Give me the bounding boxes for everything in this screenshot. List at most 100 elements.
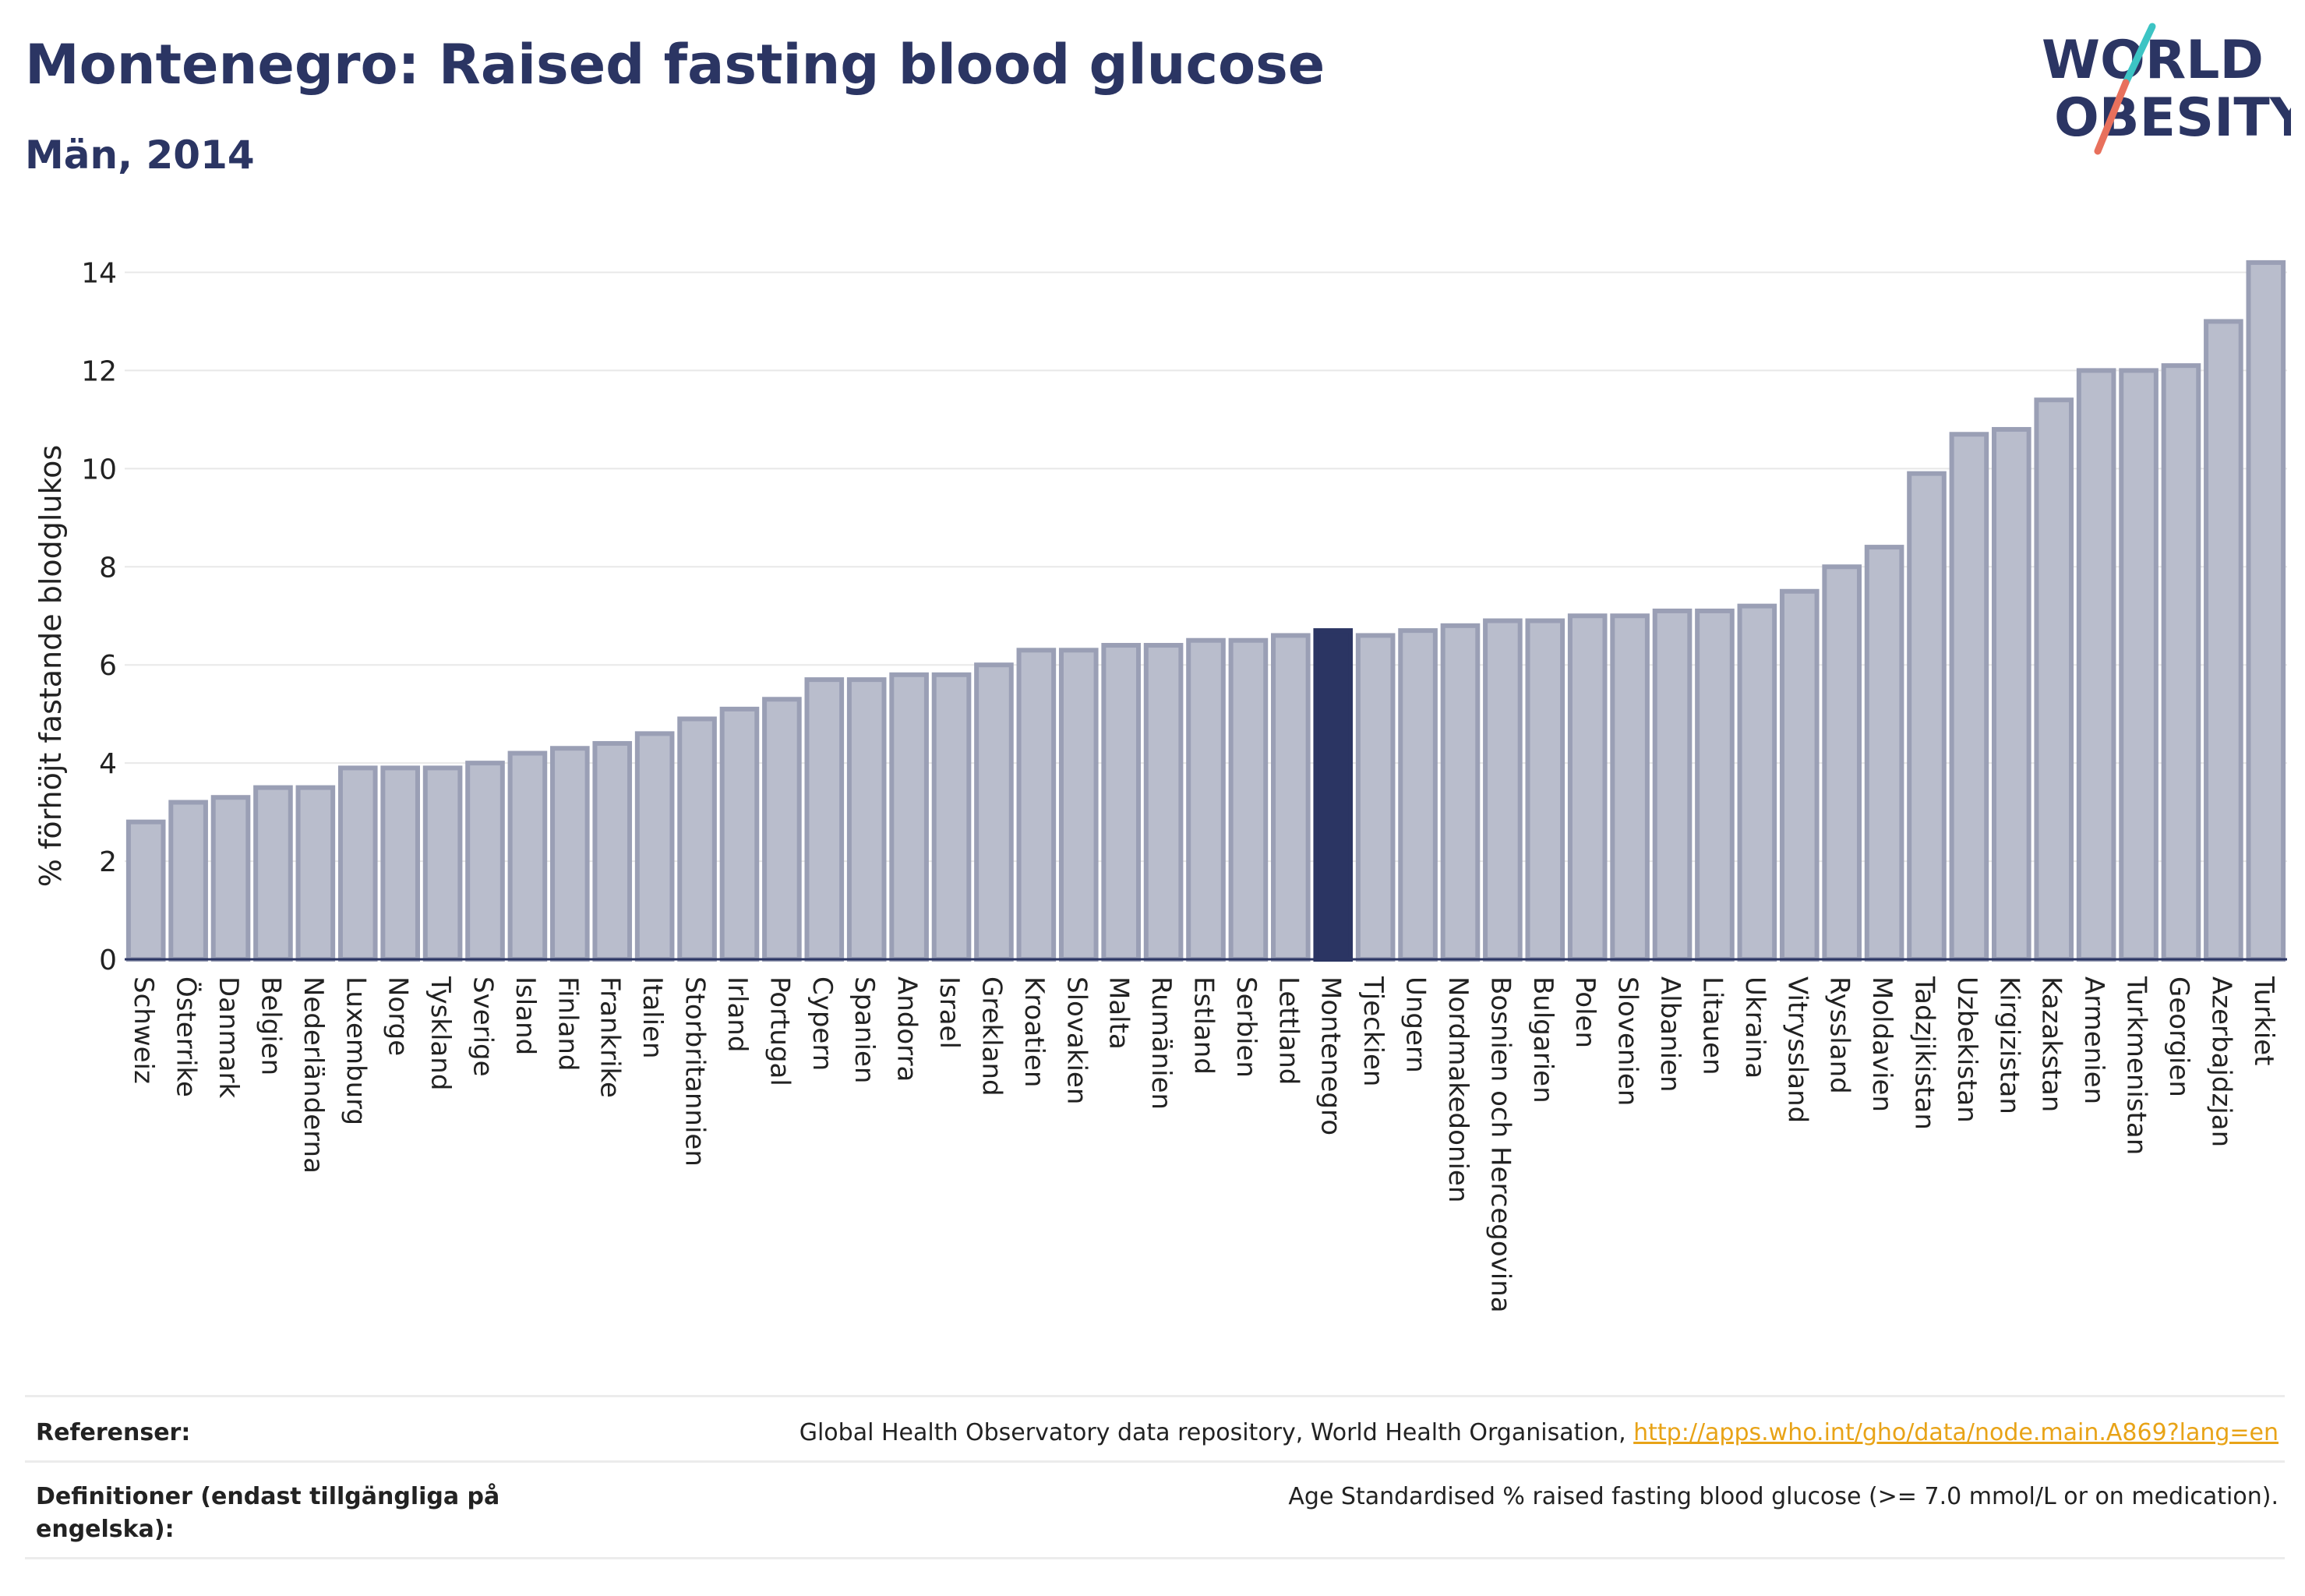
- x-tick-label: Ukraina: [1739, 976, 1770, 1079]
- bar-tyskland[interactable]: [422, 765, 463, 962]
- y-tick-label: 10: [81, 454, 117, 486]
- x-tick-label: Andorra: [891, 976, 923, 1082]
- bar-irland[interactable]: [719, 706, 760, 962]
- bar-serbien[interactable]: [1228, 637, 1269, 962]
- bar-azerbajdzjan[interactable]: [2204, 319, 2243, 962]
- x-tick-label: Sverige: [468, 976, 499, 1077]
- x-tick-label: Frankrike: [595, 976, 626, 1098]
- bar-tadzjikistan[interactable]: [1907, 471, 1947, 962]
- bar-island[interactable]: [507, 750, 548, 962]
- bar-moldavien[interactable]: [1864, 545, 1904, 962]
- bar-ryssland[interactable]: [1822, 564, 1862, 962]
- x-tick-label: Turkiet: [2248, 976, 2279, 1066]
- x-tick-label: Finland: [552, 976, 583, 1072]
- bar-danmark[interactable]: [210, 795, 251, 962]
- y-tick-label: 0: [99, 945, 117, 976]
- references-link[interactable]: http://apps.who.int/gho/data/node.main.A…: [1633, 1419, 2279, 1446]
- bar-spanien[interactable]: [846, 677, 887, 962]
- definitions-label: Definitioner (endast tillgängliga på eng…: [36, 1483, 500, 1543]
- bar-estland[interactable]: [1186, 637, 1226, 962]
- bar-österrike[interactable]: [168, 800, 208, 962]
- bar-grekland[interactable]: [974, 662, 1014, 962]
- x-tick-label: Norge: [383, 976, 414, 1056]
- x-tick-label: Israel: [934, 976, 965, 1049]
- x-tick-label: Italien: [637, 976, 668, 1059]
- x-tick-label: Grekland: [976, 976, 1007, 1096]
- x-tick-label: Lettland: [1273, 976, 1304, 1085]
- bar-polen[interactable]: [1567, 613, 1608, 962]
- bar-kroatien[interactable]: [1016, 648, 1057, 962]
- bar-frankrike[interactable]: [592, 740, 633, 962]
- x-tick-label: Tyskland: [425, 976, 456, 1090]
- y-tick-label: 2: [99, 846, 117, 878]
- bar-tjeckien[interactable]: [1355, 633, 1396, 962]
- definitions-text: Age Standardised % raised fasting blood …: [1288, 1483, 2279, 1510]
- bar-vitryssland[interactable]: [1779, 588, 1820, 962]
- divider-bottom: [25, 1557, 2285, 1559]
- x-tick-label: Moldavien: [1866, 976, 1897, 1112]
- x-tick-label: Azerbajdzjan: [2205, 976, 2236, 1147]
- references-source: Global Health Observatory data repositor…: [799, 1419, 1634, 1446]
- x-tick-label: Belgien: [255, 976, 286, 1075]
- bar-rumänien[interactable]: [1143, 643, 1184, 962]
- bar-litauen[interactable]: [1695, 608, 1735, 962]
- x-tick-label: Kroatien: [1018, 976, 1050, 1087]
- x-tick-label: Uzbekistan: [1951, 976, 1982, 1123]
- bar-italien[interactable]: [634, 731, 675, 962]
- bar-turkmenistan[interactable]: [2119, 368, 2159, 962]
- x-tick-label: Bosnien och Hercegovina: [1484, 976, 1516, 1313]
- bar-malta[interactable]: [1101, 643, 1141, 962]
- x-tick-label: Danmark: [213, 976, 244, 1098]
- page-subtitle: Män, 2014: [25, 132, 255, 178]
- bar-portugal[interactable]: [762, 697, 802, 962]
- bar-luxemburg[interactable]: [337, 765, 378, 962]
- x-tick-label: Luxemburg: [340, 976, 371, 1125]
- bar-storbritannien[interactable]: [677, 716, 717, 962]
- x-tick-label: Rumänien: [1145, 976, 1177, 1110]
- bar-schweiz[interactable]: [125, 819, 166, 962]
- bars: [125, 260, 2286, 962]
- bar-finland[interactable]: [550, 746, 590, 962]
- bar-turkiet[interactable]: [2246, 260, 2286, 962]
- x-tick-label: Österrike: [171, 976, 203, 1097]
- x-tick-label: Kazakstan: [2036, 976, 2067, 1112]
- bar-kirgizistan[interactable]: [1992, 426, 2031, 962]
- x-tick-label: Georgien: [2163, 976, 2194, 1097]
- bar-ungern[interactable]: [1398, 628, 1438, 962]
- x-tick-label: Armenien: [2078, 976, 2109, 1104]
- bar-sverige[interactable]: [465, 761, 505, 962]
- bar-israel[interactable]: [931, 672, 972, 962]
- bar-nordmakedonien[interactable]: [1440, 623, 1481, 962]
- logo-slash-red: [2094, 79, 2130, 155]
- x-tick-label: Ungern: [1400, 976, 1431, 1073]
- x-axis-labels: Schweiz Österrike Danmark Belgien Nederlände…: [128, 976, 2279, 1313]
- x-tick-label: Turkmenistan: [2121, 976, 2152, 1155]
- bar-uzbekistan[interactable]: [1949, 432, 1989, 962]
- bar-lettland[interactable]: [1271, 633, 1311, 962]
- bar-slovakien[interactable]: [1058, 648, 1099, 962]
- bar-belgien[interactable]: [253, 785, 293, 962]
- bar-bulgarien[interactable]: [1525, 618, 1565, 962]
- bar-norge[interactable]: [380, 765, 420, 962]
- bar-andorra[interactable]: [889, 672, 929, 962]
- bar-georgien[interactable]: [2161, 363, 2201, 962]
- x-tick-label: Portugal: [764, 976, 795, 1086]
- x-tick-label: Tadzjikistan: [1909, 976, 1940, 1130]
- world-obesity-logo: WORLD OBESITY: [2042, 23, 2291, 155]
- divider-middle: [25, 1460, 2285, 1463]
- bar-nederländerna[interactable]: [295, 785, 336, 962]
- x-tick-label: Serbien: [1230, 976, 1262, 1078]
- bar-bosnien-och-hercegovina[interactable]: [1483, 618, 1523, 962]
- x-tick-label: Cypern: [807, 976, 838, 1071]
- x-tick-label: Bulgarien: [1527, 976, 1558, 1103]
- references-text: Global Health Observatory data repositor…: [800, 1417, 2279, 1449]
- bar-slovenien[interactable]: [1610, 613, 1650, 962]
- x-tick-label: Slovenien: [1612, 976, 1643, 1106]
- references-label: Referenser:: [36, 1419, 191, 1446]
- bar-cypern[interactable]: [804, 677, 845, 962]
- bar-kazakstan[interactable]: [2034, 397, 2074, 962]
- bar-ukraina[interactable]: [1737, 603, 1777, 962]
- bar-montenegro[interactable]: [1313, 628, 1354, 962]
- bar-armenien[interactable]: [2076, 368, 2116, 962]
- bar-albanien[interactable]: [1652, 608, 1693, 962]
